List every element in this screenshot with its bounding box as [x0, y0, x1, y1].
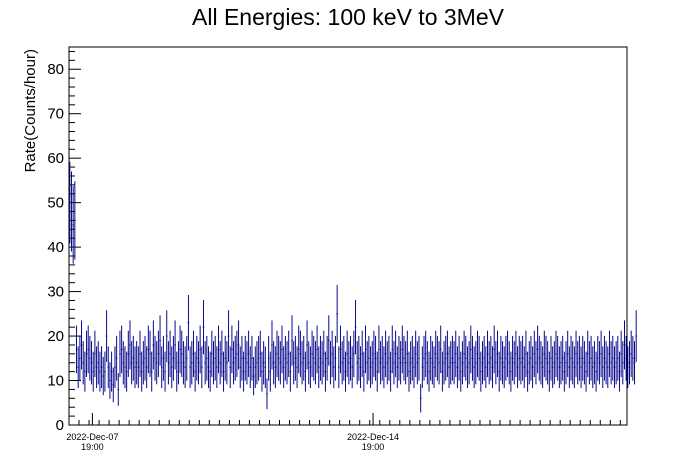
y-tick-label: 20 [47, 328, 64, 345]
chart-title: All Energies: 100 keV to 3MeV [192, 4, 504, 30]
y-axis-label: Rate(Counts/hour) [22, 49, 39, 172]
y-tick-label: 40 [47, 239, 64, 256]
x-tick-time-label: 19:00 [81, 442, 104, 452]
y-tick-label: 60 [47, 150, 64, 167]
y-tick-label: 80 [47, 61, 64, 78]
y-tick-label: 0 [56, 417, 64, 434]
x-tick-date-label: 2022-Dec-14 [347, 432, 399, 442]
y-tick-label: 30 [47, 284, 64, 301]
plot-frame [68, 46, 628, 426]
x-tick-date-label: 2022-Dec-07 [66, 432, 118, 442]
y-tick-label: 70 [47, 106, 64, 123]
y-tick-label: 10 [47, 373, 64, 390]
x-tick-time-label: 19:00 [362, 442, 385, 452]
data-series [69, 161, 637, 413]
y-tick-label: 50 [47, 195, 64, 212]
